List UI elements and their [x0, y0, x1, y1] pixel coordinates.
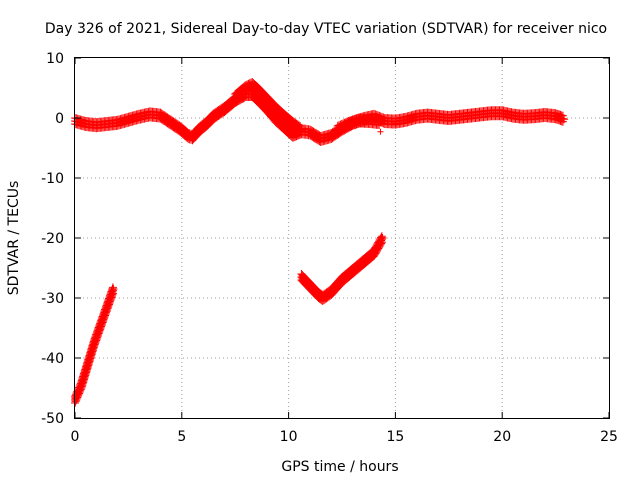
data-point-marker	[109, 285, 118, 293]
y-tick-label: -50	[41, 411, 64, 427]
y-tick-label: -10	[41, 171, 64, 187]
series-mid-curve	[297, 232, 387, 305]
x-tick-label: 5	[177, 429, 186, 445]
x-tick-label: 25	[600, 429, 618, 445]
series-lower-branch	[333, 113, 385, 136]
y-tick-label: -30	[41, 291, 64, 307]
data-point-marker	[297, 126, 306, 134]
y-tick-label: -20	[41, 231, 64, 247]
x-tick-label: 10	[280, 429, 298, 445]
series-early-ramp	[71, 283, 118, 407]
plot-frame	[74, 57, 610, 419]
data-point-marker	[378, 234, 387, 242]
data-point-marker	[296, 128, 305, 137]
data-point-marker	[376, 118, 385, 127]
x-tick-label: 0	[71, 429, 80, 445]
series-upper-branch	[231, 78, 306, 137]
y-tick-label: 10	[46, 51, 64, 67]
series-outliers	[189, 120, 399, 144]
data-series	[71, 78, 569, 407]
x-axis-label: GPS time / hours	[281, 459, 398, 475]
data-point-marker	[377, 239, 386, 248]
data-point-marker	[560, 115, 569, 124]
x-tick-label: 20	[493, 429, 511, 445]
data-point-marker	[392, 120, 399, 127]
chart-title: Day 326 of 2021, Sidereal Day-to-day VTE…	[45, 21, 607, 37]
data-point-marker	[189, 137, 196, 144]
y-tick-label: -40	[41, 351, 64, 367]
series-main-band	[71, 87, 569, 146]
data-point-marker	[377, 128, 384, 135]
axis-ticks: 0 5 10 15 20 25 -50 -40 -30 -20 -10 0 10	[41, 51, 618, 445]
data-point-marker	[377, 238, 386, 247]
y-axis-label: SDTVAR / TECUs	[6, 181, 22, 296]
x-tick-label: 15	[386, 429, 404, 445]
y-tick-label: 0	[55, 111, 64, 127]
